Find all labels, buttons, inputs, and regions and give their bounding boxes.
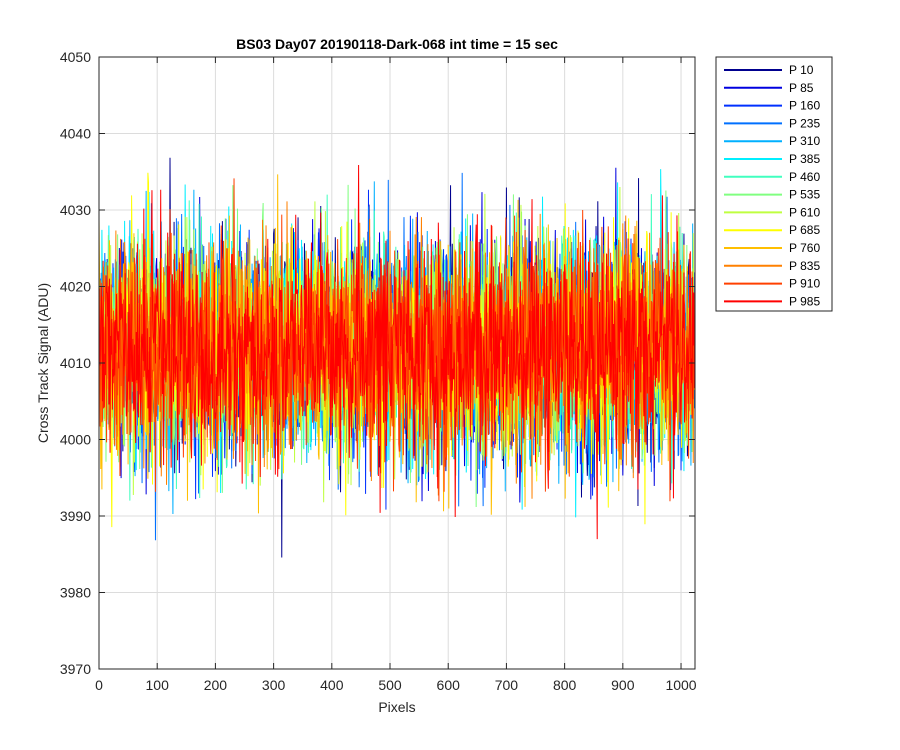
x-tick-label: 700 bbox=[495, 677, 519, 693]
x-tick-label: 900 bbox=[611, 677, 635, 693]
legend: P 10 P 85 P 160 P 235 P 310 P 385 P 460 P 535 P … bbox=[715, 56, 833, 312]
y-tick-label: 4020 bbox=[60, 279, 91, 295]
x-axis-label: Pixels bbox=[378, 699, 415, 715]
legend-label: P 610 bbox=[789, 205, 820, 219]
legend-label: P 985 bbox=[789, 294, 820, 308]
legend-label: P 760 bbox=[789, 241, 820, 255]
x-tick-label: 100 bbox=[146, 677, 170, 693]
x-tick-label: 200 bbox=[204, 677, 228, 693]
x-tick-label: 800 bbox=[553, 677, 577, 693]
series-line-p-985 bbox=[99, 165, 695, 540]
legend-label: P 910 bbox=[789, 277, 820, 291]
legend-label: P 685 bbox=[789, 223, 820, 237]
y-tick-label: 4000 bbox=[60, 432, 91, 448]
legend-label: P 235 bbox=[789, 116, 820, 130]
y-axis-label: Cross Track Signal (ADU) bbox=[35, 283, 51, 443]
x-tick-label: 500 bbox=[378, 677, 402, 693]
chart-title: BS03 Day07 20190118-Dark-068 int time = … bbox=[236, 36, 558, 52]
legend-label: P 460 bbox=[789, 170, 820, 184]
ticks: 0 100 200 300 400 500 600 700 800 900 1000 3970 3980… bbox=[60, 49, 697, 693]
x-tick-label: 1000 bbox=[665, 677, 696, 693]
legend-label: P 85 bbox=[789, 81, 814, 95]
y-tick-label: 4010 bbox=[60, 355, 91, 371]
x-tick-label: 600 bbox=[437, 677, 461, 693]
x-tick-label: 400 bbox=[320, 677, 344, 693]
legend-label: P 160 bbox=[789, 99, 820, 113]
legend-label: P 10 bbox=[789, 63, 814, 77]
legend-label: P 835 bbox=[789, 259, 820, 273]
legend-box bbox=[715, 56, 833, 312]
legend-label: P 385 bbox=[789, 152, 820, 166]
y-tick-label: 3990 bbox=[60, 508, 91, 524]
y-tick-label: 4030 bbox=[60, 202, 91, 218]
y-tick-label: 4040 bbox=[60, 126, 91, 142]
y-tick-label: 4050 bbox=[60, 49, 91, 65]
legend-label: P 535 bbox=[789, 188, 820, 202]
series-line-p-910 bbox=[99, 178, 695, 502]
series-lines bbox=[99, 157, 695, 558]
y-tick-label: 3970 bbox=[60, 661, 91, 677]
legend-label: P 310 bbox=[789, 134, 820, 148]
y-tick-label: 3980 bbox=[60, 585, 91, 601]
x-tick-label: 0 bbox=[95, 677, 103, 693]
x-tick-label: 300 bbox=[262, 677, 286, 693]
